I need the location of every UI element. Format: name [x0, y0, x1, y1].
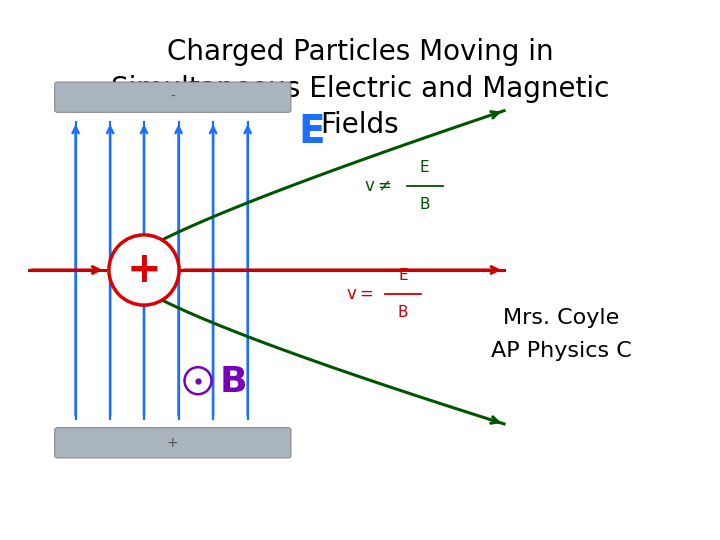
FancyBboxPatch shape — [55, 82, 291, 112]
Ellipse shape — [109, 235, 179, 305]
Text: v$\neq$: v$\neq$ — [364, 177, 391, 195]
Text: v$=$: v$=$ — [346, 285, 373, 303]
Text: Charged Particles Moving in
Simultaneous Electric and Magnetic
Fields: Charged Particles Moving in Simultaneous… — [111, 38, 609, 139]
Text: B: B — [220, 366, 247, 399]
Text: +: + — [127, 249, 161, 291]
FancyBboxPatch shape — [55, 428, 291, 458]
Text: E: E — [398, 268, 408, 284]
Text: E: E — [299, 113, 325, 151]
Text: Mrs. Coyle
AP Physics C: Mrs. Coyle AP Physics C — [491, 308, 632, 361]
Text: E: E — [420, 160, 430, 176]
Text: B: B — [398, 305, 408, 320]
Text: -: - — [171, 90, 175, 104]
Ellipse shape — [184, 367, 212, 394]
Text: +: + — [167, 436, 179, 450]
Text: B: B — [420, 197, 430, 212]
